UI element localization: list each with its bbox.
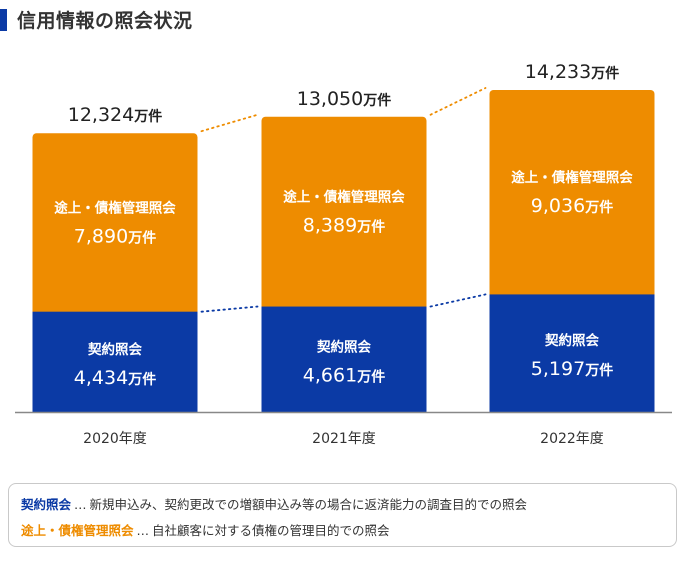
legend-desc-contract: 新規申込み、契約更改での増額申込み等の場合に返済能力の調査目的での照会 — [89, 497, 528, 512]
bar-management — [261, 116, 427, 313]
bar-label-contract-value: 4,434万件 — [74, 367, 156, 389]
x-tick-label: 2022年度 — [540, 431, 604, 447]
bar-contract — [489, 294, 655, 412]
legend-key-management: 途上・債権管理照会 — [21, 523, 134, 538]
bar-contract — [32, 311, 198, 412]
bar-label-contract-name: 契約照会 — [87, 341, 142, 358]
bar-total-value: 14,233万件 — [525, 61, 619, 83]
connector-line-total — [200, 113, 259, 133]
bar-contract — [261, 306, 427, 412]
bar-total-value: 12,324万件 — [68, 104, 162, 126]
title-accent-bar — [0, 9, 7, 31]
bar-label-management-name: 途上・債権管理照会 — [511, 169, 633, 186]
legend-separator: … — [74, 497, 87, 512]
x-tick-label: 2021年度 — [312, 431, 376, 447]
bar-label-contract-name: 契約照会 — [316, 338, 371, 355]
bar-label-management-name: 途上・債権管理照会 — [283, 189, 405, 206]
bar-management — [489, 90, 655, 301]
legend-item-management: 途上・債権管理照会… 自社顧客に対する債権の管理目的での照会 — [21, 520, 390, 539]
bar-label-management-value: 7,890万件 — [74, 225, 156, 247]
connector-line-contract — [429, 293, 487, 308]
bar-label-management-value: 8,389万件 — [303, 215, 385, 237]
legend-key-contract: 契約照会 — [21, 497, 72, 512]
bar-label-management-value: 9,036万件 — [531, 195, 613, 217]
bar-total-value: 13,050万件 — [297, 88, 391, 110]
bar-label-contract-value: 4,661万件 — [303, 364, 385, 386]
connector-line-contract — [200, 305, 259, 313]
legend-desc-management: 自社顧客に対する債権の管理目的での照会 — [152, 523, 390, 538]
legend: 契約照会… 新規申込み、契約更改での増額申込み等の場合に返済能力の調査目的での照会… — [8, 483, 677, 547]
x-tick-label: 2020年度 — [83, 431, 147, 447]
legend-item-contract: 契約照会… 新規申込み、契約更改での増額申込み等の場合に返済能力の調査目的での照会 — [21, 494, 527, 513]
bar-label-contract-value: 5,197万件 — [531, 358, 613, 380]
bar-label-management-name: 途上・債権管理照会 — [54, 199, 176, 216]
bar-management — [32, 133, 198, 318]
connector-line-total — [429, 87, 487, 116]
bar-label-contract-name: 契約照会 — [544, 332, 599, 349]
legend-separator: … — [136, 523, 150, 538]
page-title: 信用情報の照会状況 — [17, 10, 193, 32]
